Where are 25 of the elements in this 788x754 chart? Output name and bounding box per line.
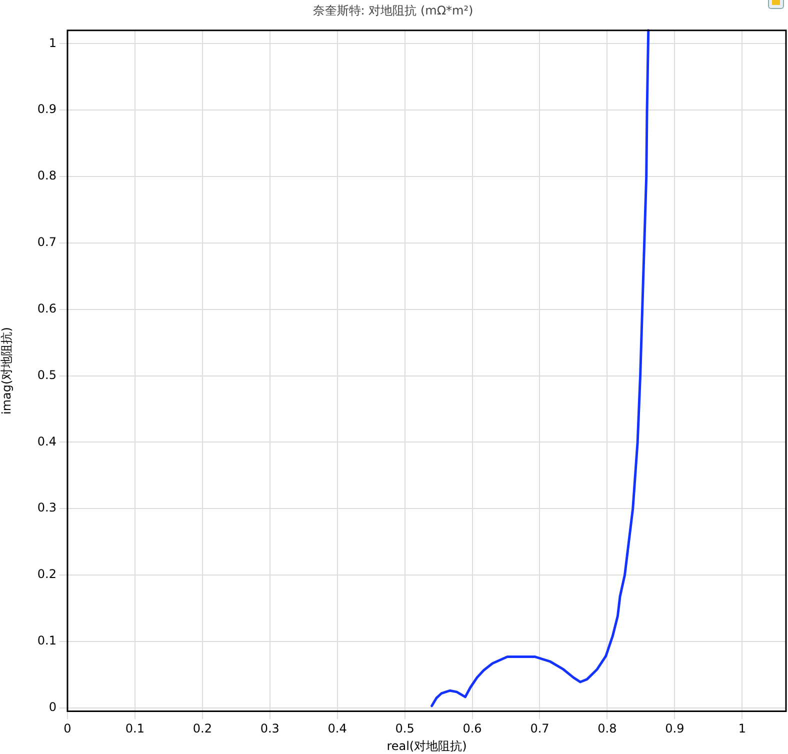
y-tick-label: 0.3 xyxy=(37,500,56,515)
y-tick-label: 0 xyxy=(48,700,56,714)
y-tick-label: 0.6 xyxy=(37,301,56,316)
y-tick-label: 0.4 xyxy=(37,434,56,448)
y-tick-label: 0.9 xyxy=(37,102,56,116)
y-tick-label: 0.5 xyxy=(37,368,56,382)
x-tick-label: 0.3 xyxy=(260,722,280,736)
y-tick-label: 0.2 xyxy=(37,567,56,582)
y-tick-label: 1 xyxy=(48,36,56,50)
y-axis-title: imag(对地阻抗) xyxy=(0,327,14,414)
x-tick-label: 0 xyxy=(64,722,72,736)
y-tick-label: 0.8 xyxy=(37,168,56,183)
y-tick-label: 0.1 xyxy=(37,634,56,648)
x-tick-label: 0.8 xyxy=(598,722,617,736)
x-tick-label: 0.4 xyxy=(328,722,347,736)
x-tick-label: 0.9 xyxy=(665,722,684,736)
x-tick-label: 0.2 xyxy=(192,722,212,736)
x-tick-label: 0.7 xyxy=(530,722,550,736)
x-tick-label: 1 xyxy=(738,722,746,736)
x-tick-label: 0.5 xyxy=(395,722,414,736)
y-tick-label: 0.7 xyxy=(37,235,56,250)
x-tick-label: 0.1 xyxy=(125,722,144,736)
x-axis-title: real(对地阻抗) xyxy=(386,738,467,753)
x-tick-label: 0.6 xyxy=(462,722,482,736)
chart-title: 奈奎斯特: 对地阻抗 (mΩ*m²) xyxy=(312,3,474,18)
